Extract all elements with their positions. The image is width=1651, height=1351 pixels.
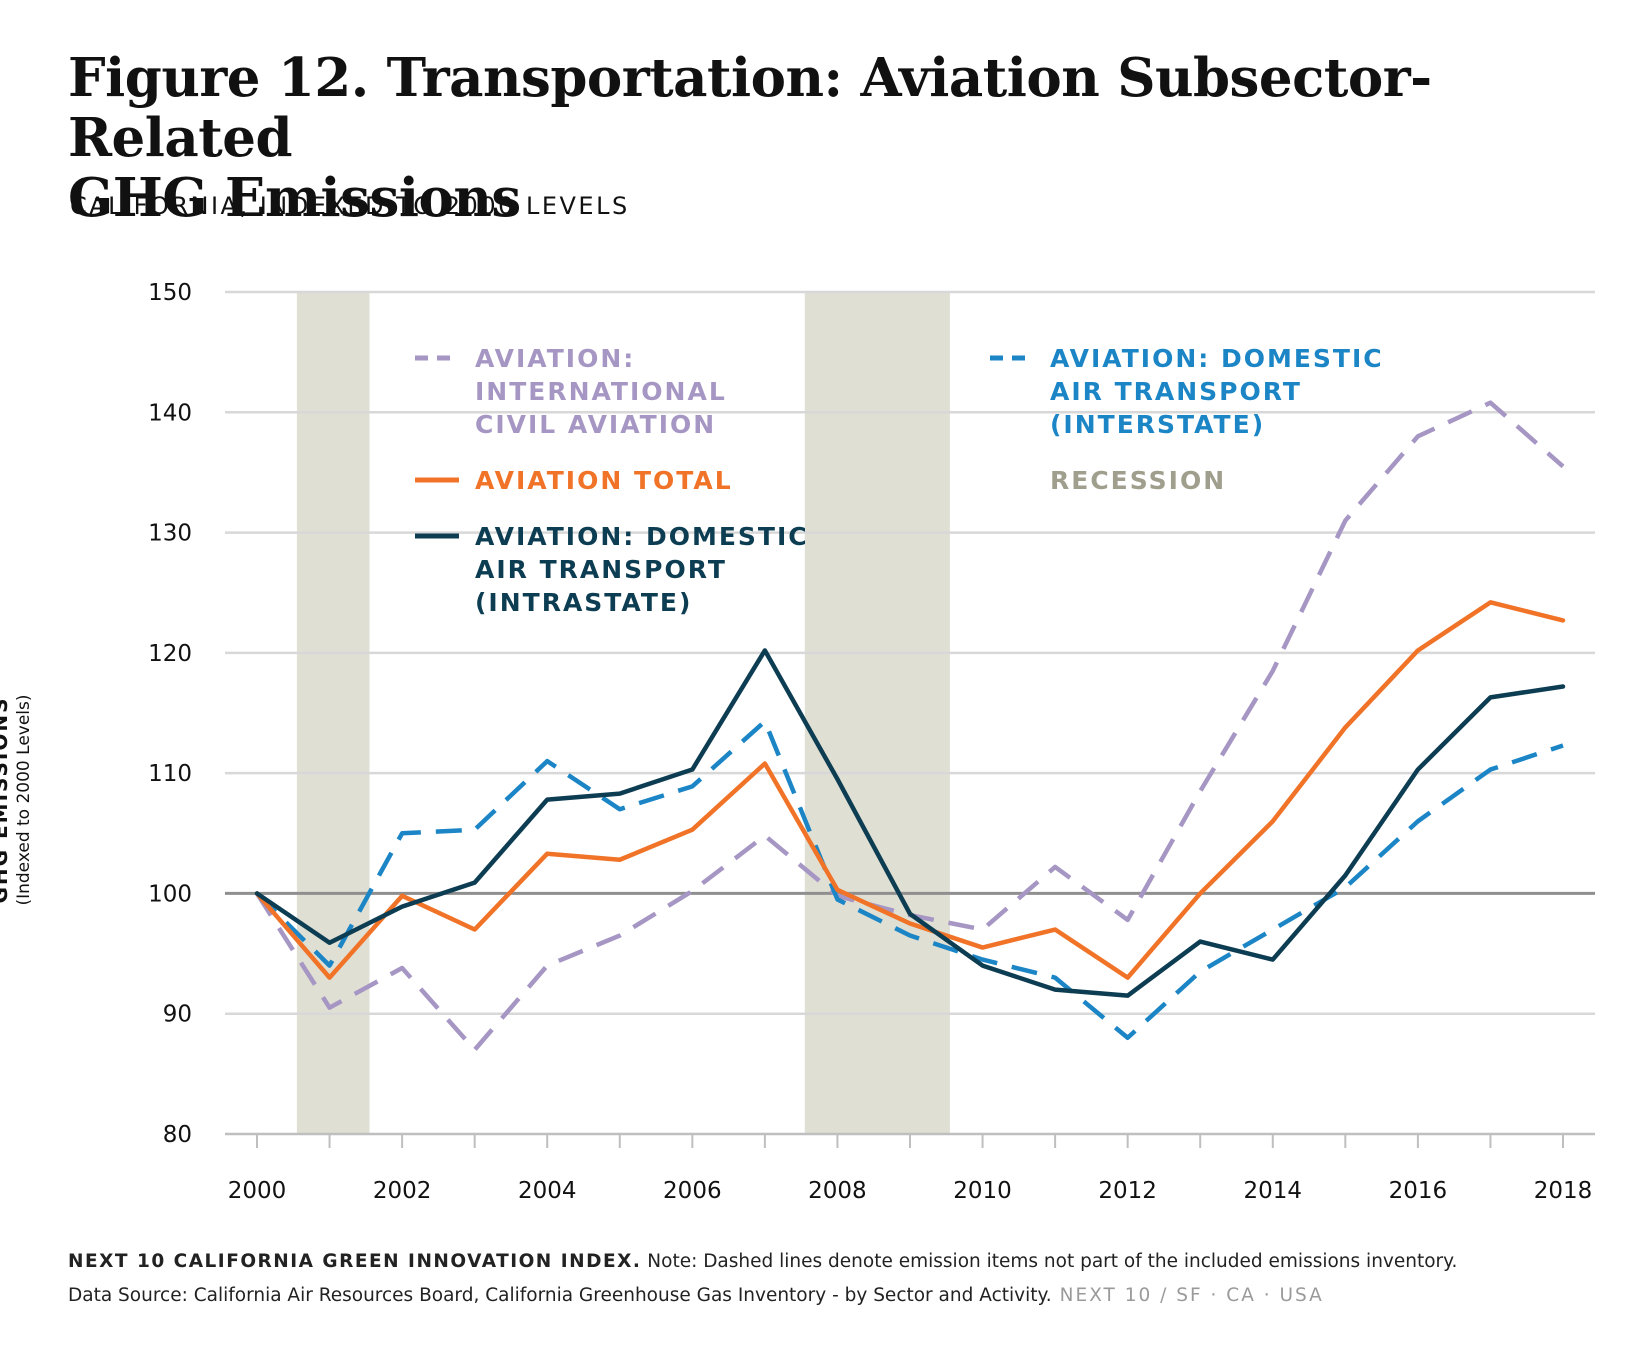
x-tick-label-2010: 2010	[953, 1178, 1012, 1204]
chart-subtitle: CALIFORNIA, INDEXED TO 2000 LEVELS	[70, 192, 630, 220]
series-line-4	[255, 719, 1564, 1041]
y-tick-label-100: 100	[148, 881, 192, 907]
legend-label-4-line-3: (INTERSTATE)	[1050, 410, 1265, 439]
series-line-3	[254, 648, 1566, 998]
x-tick-label-2002: 2002	[373, 1178, 432, 1204]
y-tick-label-130: 130	[148, 521, 192, 547]
legend-label-1-line-2: INTERNATIONAL	[475, 377, 727, 406]
chart-title: Figure 12. Transportation: Aviation Subs…	[68, 48, 1608, 228]
chart-title-line-1: Figure 12. Transportation: Aviation Subs…	[68, 47, 1432, 169]
legend-label-2-line-1: AVIATION TOTAL	[475, 466, 733, 495]
legend-label-4-line-1: AVIATION: DOMESTIC	[1050, 344, 1384, 373]
legend-label-3-line-2: AIR TRANSPORT	[475, 555, 727, 584]
x-tick-label-2006: 2006	[663, 1178, 722, 1204]
y-tick-label-90: 90	[163, 1002, 192, 1028]
x-tick-label-2004: 2004	[518, 1178, 577, 1204]
x-tick-label-2000: 2000	[228, 1178, 287, 1204]
legend-label-3-line-3: (INTRASTATE)	[475, 588, 692, 617]
legend-label-1-line-3: CIVIL AVIATION	[475, 410, 716, 439]
legend-label-1-line-1: AVIATION:	[475, 344, 635, 373]
legend-label-4-line-2: AIR TRANSPORT	[1050, 377, 1302, 406]
x-tick-label-2008: 2008	[808, 1178, 867, 1204]
y-tick-label-110: 110	[148, 761, 192, 787]
footer-brand: NEXT 10 CALIFORNIA GREEN INNOVATION INDE…	[68, 1251, 642, 1272]
y-tick-label-120: 120	[148, 641, 192, 667]
y-tick-label-80: 80	[163, 1122, 192, 1148]
chart-title-line-2: GHG Emissions	[68, 167, 521, 229]
y-tick-label-150: 150	[148, 280, 192, 306]
x-tick-label-2014: 2014	[1244, 1178, 1303, 1204]
recession-band-2	[804, 292, 950, 1134]
footer-note: Note: Dashed lines denote emission items…	[647, 1251, 1458, 1272]
series-line-2	[254, 600, 1566, 980]
footer-tag: NEXT 10 / SF · CA · USA	[1059, 1285, 1324, 1306]
footer-source: Data Source: California Air Resources Bo…	[68, 1285, 1052, 1306]
x-tick-label-2012: 2012	[1098, 1178, 1157, 1204]
y-tick-label-140: 140	[148, 400, 192, 426]
x-tick-label-2018: 2018	[1534, 1178, 1593, 1204]
chart-footer: NEXT 10 CALIFORNIA GREEN INNOVATION INDE…	[68, 1245, 1457, 1313]
x-tick-label-2016: 2016	[1389, 1178, 1448, 1204]
legend-label-3-line-1: AVIATION: DOMESTIC	[475, 522, 809, 551]
legend-label-recession: RECESSION	[1050, 466, 1226, 495]
